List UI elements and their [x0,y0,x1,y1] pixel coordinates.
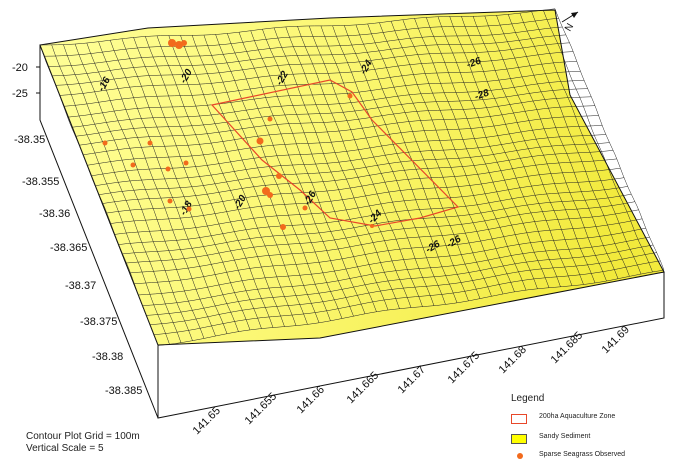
legend-item-sediment: Sandy Sediment [511,433,671,447]
scale-note: Vertical Scale = 5 [26,443,104,454]
legend-label: Sandy Sediment [539,433,591,440]
mesh-line [180,35,297,326]
mesh-line [273,27,389,311]
mesh-line [402,19,515,292]
seagrass-point [168,39,176,47]
mesh-line [98,41,216,337]
mesh-line [297,26,412,308]
mesh-line [496,15,607,282]
legend-label: Sparse Seagrass Observed [539,451,625,458]
seagrass-point [256,137,264,145]
grid-note: Contour Plot Grid = 100m [26,431,140,442]
seagrass-point [102,140,108,146]
mesh-line [227,33,343,319]
mesh-line [156,35,274,328]
mesh-line [308,25,423,307]
mesh-line [250,30,366,314]
mesh-line [39,44,159,346]
seagrass-point [267,116,273,122]
contour-labels: -16 -20 -22 -24 -26 -28 -18 -20 -26 -24 … [96,55,491,255]
legend-swatch-outline [511,414,527,424]
legend-title: Legend [511,393,545,404]
aquaculture-zone-outline [210,79,460,227]
mesh-line [133,37,251,330]
mesh-line [543,10,653,272]
north-label: N [563,22,576,34]
legend-item-seagrass: Sparse Seagrass Observed [511,451,671,465]
mesh-line [472,16,584,285]
mesh-line [63,44,182,343]
mesh-line [484,15,596,283]
latitude-tick-label: -38.375 [80,316,117,328]
seagrass-points [102,39,374,230]
mesh-line [320,25,435,306]
surface-mesh [39,8,665,346]
seagrass-point [147,140,153,146]
mesh-line [507,14,619,279]
mesh-line [191,35,308,325]
depth-tick-label: -25 [12,88,28,100]
seagrass-point [181,40,187,46]
mesh-line [238,32,354,317]
mesh-line [519,13,630,277]
mesh-line [379,22,492,297]
latitude-tick-label: -38.365 [50,242,87,254]
mesh-line [531,11,642,275]
seagrass-point [302,205,308,211]
depth-tick-label: -20 [12,62,28,74]
mesh-line [215,34,331,321]
mesh-line [437,16,550,288]
mesh-line [86,42,205,339]
seagrass-point [267,192,273,198]
mesh-line [109,40,228,334]
latitude-tick-label: -38.35 [14,134,45,146]
latitude-tick-label: -38.38 [92,351,123,363]
latitude-tick-label: -38.385 [105,385,142,397]
legend: Legend 200ha Aquaculture Zone Sandy Sedi… [501,393,669,467]
mesh-line [285,26,400,309]
contour-label: -26 [465,55,483,70]
seagrass-point [276,173,282,179]
mesh-line [390,21,504,294]
seagrass-dot-icon [517,453,523,459]
latitude-tick-label: -38.37 [65,280,96,292]
latitude-axis: -38.35 -38.355 -38.36 -38.365 -38.37 -38… [14,134,142,397]
seagrass-point [183,160,189,166]
contour-label: -28 [473,87,491,102]
seagrass-point [347,93,353,99]
mesh-line [554,8,665,271]
mesh-line [74,43,193,341]
north-arrow-icon: N [561,11,579,34]
legend-item-aquaculture: 200ha Aquaculture Zone [511,413,671,427]
latitude-tick-label: -38.355 [22,176,59,188]
seagrass-point [186,206,192,212]
mesh-line [203,35,320,323]
seagrass-point [130,162,136,168]
mesh-line [367,23,481,299]
mesh-line [426,17,538,289]
legend-label: 200ha Aquaculture Zone [539,413,616,420]
latitude-tick-label: -38.36 [39,208,70,220]
mesh-line [145,36,262,329]
terrain-surface [39,9,665,346]
mesh-line [449,16,561,287]
seagrass-point [165,166,171,172]
mesh-line [121,38,239,332]
mesh-line [332,25,446,305]
legend-swatch-fill [511,434,527,444]
mesh-line [414,18,527,291]
seagrass-point [370,224,374,228]
seagrass-point [167,198,173,204]
mesh-line [168,35,285,327]
mesh-line [51,44,170,345]
mesh-line [461,16,573,286]
seagrass-point [280,224,286,230]
mesh-line [344,25,458,303]
mesh-line [262,29,377,312]
